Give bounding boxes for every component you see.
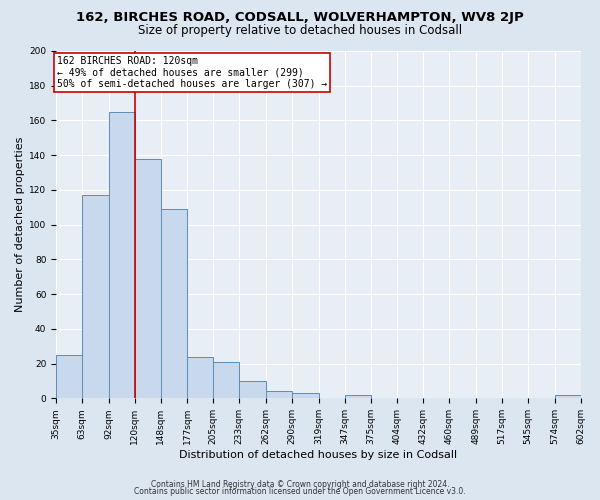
Text: Size of property relative to detached houses in Codsall: Size of property relative to detached ho… [138,24,462,37]
Text: Contains public sector information licensed under the Open Government Licence v3: Contains public sector information licen… [134,487,466,496]
Bar [135,158,161,398]
Bar [56,355,82,399]
Y-axis label: Number of detached properties: Number of detached properties [15,137,25,312]
Text: Contains HM Land Registry data © Crown copyright and database right 2024.: Contains HM Land Registry data © Crown c… [151,480,449,489]
Bar [161,209,187,398]
X-axis label: Distribution of detached houses by size in Codsall: Distribution of detached houses by size … [179,450,457,460]
Bar [344,395,371,398]
Bar [214,362,239,399]
Bar [187,356,214,399]
Bar [292,393,319,398]
Bar [109,112,135,399]
Bar [266,392,292,398]
Bar [554,395,581,398]
Text: 162 BIRCHES ROAD: 120sqm
← 49% of detached houses are smaller (299)
50% of semi-: 162 BIRCHES ROAD: 120sqm ← 49% of detach… [57,56,328,90]
Text: 162, BIRCHES ROAD, CODSALL, WOLVERHAMPTON, WV8 2JP: 162, BIRCHES ROAD, CODSALL, WOLVERHAMPTO… [76,11,524,24]
Bar [82,195,109,398]
Bar [239,381,266,398]
